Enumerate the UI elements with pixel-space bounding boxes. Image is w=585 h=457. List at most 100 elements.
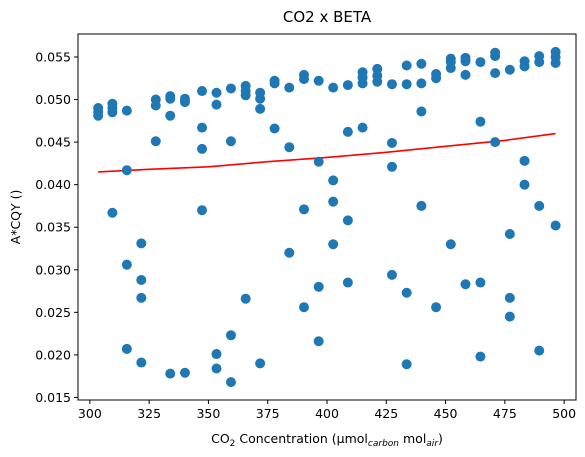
- y-tick-label: 0.055: [35, 49, 71, 64]
- scatter-point: [299, 302, 309, 313]
- x-axis: 300 325 350 375 400 425 450 475 500: [78, 400, 576, 421]
- y-tick-label: 0.040: [35, 177, 71, 192]
- scatter-point: [445, 239, 456, 250]
- x-axis-title-prefix: CO: [211, 431, 230, 446]
- scatter-point: [386, 269, 397, 280]
- x-axis-title: CO2 Concentration (μmolcarbon molair): [211, 431, 443, 449]
- fit-line-layer: [98, 132, 556, 173]
- x-tick-label: 350: [196, 406, 220, 421]
- scatter-point: [121, 165, 132, 176]
- scatter-point: [342, 80, 353, 91]
- x-axis-title-suffix: ): [438, 431, 443, 446]
- scatter-point: [313, 336, 324, 347]
- x-tick-label: 500: [552, 406, 576, 421]
- scatter-point: [342, 126, 353, 137]
- scatter-point: [328, 239, 339, 250]
- scatter-point: [504, 64, 515, 75]
- scatter-point: [519, 61, 530, 72]
- scatter-point: [519, 179, 530, 190]
- scatter-point: [150, 136, 161, 147]
- x-tick-label: 375: [256, 406, 280, 421]
- scatter-point: [550, 57, 561, 68]
- scatter-point: [225, 377, 236, 388]
- scatter-point: [357, 122, 368, 133]
- scatter-point: [416, 58, 427, 69]
- scatter-point: [504, 229, 515, 240]
- scatter-point: [197, 122, 208, 133]
- scatter-point: [534, 345, 545, 356]
- scatter-point: [299, 74, 309, 85]
- x-axis-title-middle: Concentration (μmol: [235, 431, 368, 446]
- x-tick-label: 325: [137, 406, 161, 421]
- scatter-point: [121, 105, 132, 116]
- x-axis-title-middle2: mol: [399, 431, 426, 446]
- y-tick-label: 0.050: [35, 92, 71, 107]
- scatter-point: [328, 82, 339, 93]
- x-axis-title-sub2: air: [426, 439, 439, 449]
- scatter-point: [386, 137, 397, 148]
- scatter-point: [328, 196, 339, 207]
- y-tick-label: 0.030: [35, 262, 71, 277]
- x-axis-title-prefix-sub: 2: [230, 439, 236, 449]
- scatter-point: [284, 82, 295, 93]
- scatter-point: [136, 357, 147, 368]
- y-tick-label: 0.020: [35, 347, 71, 362]
- scatter-points: [93, 46, 561, 388]
- y-tick-label: 0.035: [35, 220, 71, 235]
- scatter-point: [121, 259, 132, 270]
- chart-title: CO2 x BETA: [283, 8, 372, 26]
- scatter-point: [401, 287, 412, 298]
- scatter-point: [269, 78, 280, 89]
- x-axis-title-sub1: carbon: [368, 439, 399, 449]
- x-tick-label: 450: [434, 406, 458, 421]
- scatter-point: [211, 99, 222, 110]
- scatter-point: [490, 68, 501, 79]
- scatter-point: [490, 51, 501, 62]
- scatter-point: [284, 142, 295, 153]
- x-tick-label: 425: [374, 406, 398, 421]
- y-axis: 0.015 0.020 0.025 0.030 0.035 0.040 0.045 0.050…: [35, 49, 78, 405]
- scatter-point: [372, 76, 383, 87]
- scatter-point: [240, 293, 251, 304]
- scatter-point: [475, 351, 486, 362]
- x-tick-label: 475: [493, 406, 517, 421]
- scatter-point: [445, 63, 456, 74]
- scatter-point: [211, 87, 222, 98]
- y-tick-label: 0.015: [35, 390, 71, 405]
- scatter-point: [401, 60, 412, 71]
- scatter-point: [255, 358, 266, 369]
- scatter-point: [225, 83, 236, 94]
- y-tick-label: 0.025: [35, 305, 71, 320]
- scatter-point: [211, 349, 222, 360]
- scatter-point: [179, 97, 190, 108]
- scatter-point: [504, 292, 515, 303]
- scatter-point: [534, 57, 545, 68]
- x-tick-label: 400: [315, 406, 339, 421]
- scatter-point: [342, 215, 353, 226]
- scatter-point: [550, 220, 561, 231]
- scatter-point: [401, 79, 412, 90]
- scatter-point: [357, 78, 368, 89]
- scatter-point: [197, 205, 208, 216]
- scatter-point: [165, 91, 176, 102]
- scatter-point: [225, 136, 236, 147]
- scatter-point: [490, 137, 501, 148]
- scatter-point: [328, 175, 339, 186]
- scatter-point: [534, 200, 545, 211]
- scatter-point: [93, 103, 104, 114]
- scatter-point: [107, 98, 118, 109]
- scatter-point: [313, 281, 324, 292]
- y-tick-label: 0.045: [35, 135, 71, 150]
- scatter-point: [179, 367, 190, 378]
- scatter-point: [136, 238, 147, 249]
- y-axis-title: A*CQY (): [8, 190, 23, 245]
- scatter-point: [211, 363, 222, 374]
- scatter-point: [197, 86, 208, 97]
- scatter-point: [165, 110, 176, 121]
- scatter-point: [225, 330, 236, 341]
- scatter-point: [431, 73, 442, 84]
- scatter-point: [284, 247, 295, 258]
- x-tick-label: 300: [78, 406, 102, 421]
- scatter-point: [475, 57, 486, 68]
- scatter-point: [416, 106, 427, 117]
